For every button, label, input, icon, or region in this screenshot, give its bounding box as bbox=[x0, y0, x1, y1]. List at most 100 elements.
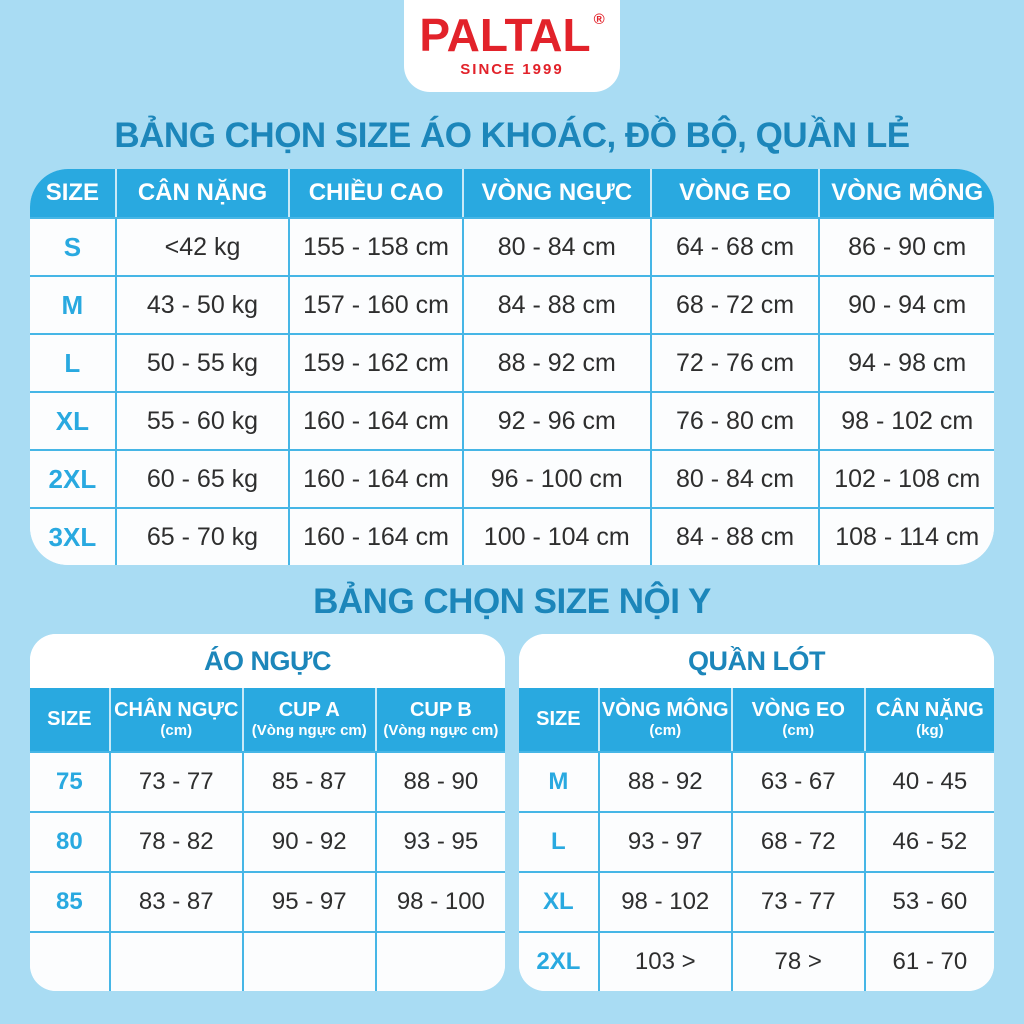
size-cell: S bbox=[30, 217, 117, 275]
column-header: CUP A (Vòng ngực cm) bbox=[243, 688, 377, 751]
size-cell: 3XL bbox=[30, 507, 117, 565]
value-cell: 88 - 92 cm bbox=[463, 333, 652, 391]
value-cell: 84 - 88 cm bbox=[651, 507, 821, 565]
value-cell: 53 - 60 bbox=[865, 871, 994, 931]
value-cell: 83 - 87 bbox=[110, 871, 244, 931]
value-cell: 63 - 67 bbox=[732, 751, 866, 811]
value-cell: 76 - 80 cm bbox=[651, 391, 821, 449]
value-cell: 43 - 50 kg bbox=[116, 275, 291, 333]
value-cell: 94 - 98 cm bbox=[820, 333, 994, 391]
panty-table-title: QUẦN LÓT bbox=[519, 634, 994, 688]
value-cell: <42 kg bbox=[116, 217, 291, 275]
column-header: SIZE bbox=[30, 169, 117, 217]
table-row bbox=[30, 931, 505, 991]
value-cell: 68 - 72 cm bbox=[651, 275, 821, 333]
table-row: 85 83 - 87 95 - 97 98 - 100 bbox=[30, 871, 505, 931]
table-row: 80 78 - 82 90 - 92 93 - 95 bbox=[30, 811, 505, 871]
size-cell: M bbox=[30, 275, 117, 333]
value-cell: 102 - 108 cm bbox=[820, 449, 994, 507]
value-cell: 64 - 68 cm bbox=[651, 217, 821, 275]
value-cell: 98 - 100 bbox=[376, 871, 505, 931]
value-cell: 98 - 102 cm bbox=[820, 391, 994, 449]
value-cell: 68 - 72 bbox=[732, 811, 866, 871]
table-row: L 50 - 55 kg 159 - 162 cm 88 - 92 cm 72 - 76… bbox=[30, 333, 994, 391]
value-cell: 88 - 92 bbox=[599, 751, 733, 811]
table-header-row: SIZE CHÂN NGỰC (cm) CUP A (Vòng ngực cm) CUP … bbox=[30, 688, 505, 751]
value-cell: 160 - 164 cm bbox=[290, 449, 464, 507]
value-cell: 85 - 87 bbox=[243, 751, 377, 811]
value-cell: 108 - 114 cm bbox=[820, 507, 994, 565]
table-row: M 88 - 92 63 - 67 40 - 45 bbox=[519, 751, 994, 811]
outerwear-size-table-grid: SIZE CÂN NẶNG CHIỀU CAO VÒNG NGỰC VÒNG EO VÒN… bbox=[30, 169, 994, 565]
column-header: CHIỀU CAO bbox=[290, 169, 464, 217]
table-row: L 93 - 97 68 - 72 46 - 52 bbox=[519, 811, 994, 871]
value-cell: 78 > bbox=[732, 931, 866, 991]
brand-tagline: SINCE 1999 bbox=[460, 61, 564, 79]
size-cell: 85 bbox=[30, 871, 111, 931]
table-body: S <42 kg 155 - 158 cm 80 - 84 cm 64 - 68 cm 8… bbox=[30, 217, 994, 565]
value-cell bbox=[376, 931, 505, 991]
bra-size-table: ÁO NGỰC SIZE CHÂN NGỰC (cm) CUP A (Vòng ngực… bbox=[30, 634, 505, 991]
size-cell: XL bbox=[519, 871, 600, 931]
value-cell: 73 - 77 bbox=[732, 871, 866, 931]
column-header: VÒNG NGỰC bbox=[463, 169, 652, 217]
value-cell: 80 - 84 cm bbox=[651, 449, 821, 507]
size-cell bbox=[30, 931, 111, 991]
table-body: 75 73 - 77 85 - 87 88 - 90 80 78 - 82 90 - 92 9… bbox=[30, 751, 505, 991]
value-cell: 155 - 158 cm bbox=[290, 217, 464, 275]
column-header: CÂN NẶNG bbox=[116, 169, 291, 217]
brand-logo: PALTAL ® bbox=[419, 8, 605, 61]
value-cell: 160 - 164 cm bbox=[290, 391, 464, 449]
column-header: CÂN NẶNG (kg) bbox=[865, 688, 994, 751]
brand-logo-card: PALTAL ® SINCE 1999 bbox=[404, 0, 620, 92]
value-cell: 157 - 160 cm bbox=[290, 275, 464, 333]
table-row: S <42 kg 155 - 158 cm 80 - 84 cm 64 - 68 cm 8… bbox=[30, 217, 994, 275]
value-cell: 78 - 82 bbox=[110, 811, 244, 871]
value-cell: 103 > bbox=[599, 931, 733, 991]
underwear-section-title: BẢNG CHỌN SIZE NỘI Y bbox=[313, 582, 711, 621]
table-row: XL 55 - 60 kg 160 - 164 cm 92 - 96 cm 76 - 8… bbox=[30, 391, 994, 449]
brand-name: PALTAL bbox=[419, 8, 591, 61]
value-cell: 90 - 92 bbox=[243, 811, 377, 871]
value-cell: 55 - 60 kg bbox=[116, 391, 291, 449]
column-header: SIZE bbox=[30, 688, 111, 751]
column-header: VÒNG EO bbox=[651, 169, 821, 217]
size-cell: 75 bbox=[30, 751, 111, 811]
table-row: M 43 - 50 kg 157 - 160 cm 84 - 88 cm 68 - 72… bbox=[30, 275, 994, 333]
size-cell: 80 bbox=[30, 811, 111, 871]
table-row: 2XL 103 >78 >61 - 70 bbox=[519, 931, 994, 991]
value-cell: 88 - 90 bbox=[376, 751, 505, 811]
underwear-tables-row: ÁO NGỰC SIZE CHÂN NGỰC (cm) CUP A (Vòng ngực… bbox=[30, 634, 994, 991]
column-header: VÒNG MÔNG (cm) bbox=[599, 688, 733, 751]
size-cell: 2XL bbox=[519, 931, 600, 991]
table-header-row: SIZE VÒNG MÔNG (cm) VÒNG EO (cm) CÂN NẶNG (kg) bbox=[519, 688, 994, 751]
outerwear-section-title: BẢNG CHỌN SIZE ÁO KHOÁC, ĐỒ BỘ, QUẦN LẺ bbox=[114, 116, 910, 155]
value-cell: 60 - 65 kg bbox=[116, 449, 291, 507]
table-header-row: SIZE CÂN NẶNG CHIỀU CAO VÒNG NGỰC VÒNG EO VÒN… bbox=[30, 169, 994, 217]
value-cell: 93 - 95 bbox=[376, 811, 505, 871]
value-cell: 61 - 70 bbox=[865, 931, 994, 991]
table-row: XL 98 - 102 73 - 77 53 - 60 bbox=[519, 871, 994, 931]
size-cell: M bbox=[519, 751, 600, 811]
value-cell bbox=[110, 931, 244, 991]
panty-size-table: QUẦN LÓT SIZE VÒNG MÔNG (cm) VÒNG EO (cm) CÂN… bbox=[519, 634, 994, 991]
column-header: CHÂN NGỰC (cm) bbox=[110, 688, 244, 751]
size-cell: XL bbox=[30, 391, 117, 449]
value-cell: 95 - 97 bbox=[243, 871, 377, 931]
column-header: VÒNG EO (cm) bbox=[732, 688, 866, 751]
table-row: 2XL 60 - 65 kg 160 - 164 cm 96 - 100 cm 80 -… bbox=[30, 449, 994, 507]
panty-size-table-grid: SIZE VÒNG MÔNG (cm) VÒNG EO (cm) CÂN NẶNG (kg)… bbox=[519, 688, 994, 991]
value-cell: 50 - 55 kg bbox=[116, 333, 291, 391]
column-header: CUP B (Vòng ngực cm) bbox=[376, 688, 505, 751]
value-cell: 96 - 100 cm bbox=[463, 449, 652, 507]
size-cell: 2XL bbox=[30, 449, 117, 507]
value-cell: 84 - 88 cm bbox=[463, 275, 652, 333]
table-row: 75 73 - 77 85 - 87 88 - 90 bbox=[30, 751, 505, 811]
value-cell: 90 - 94 cm bbox=[820, 275, 994, 333]
value-cell: 73 - 77 bbox=[110, 751, 244, 811]
registered-trademark-icon: ® bbox=[593, 10, 605, 28]
value-cell bbox=[243, 931, 377, 991]
value-cell: 80 - 84 cm bbox=[463, 217, 652, 275]
column-header: VÒNG MÔNG bbox=[820, 169, 994, 217]
value-cell: 65 - 70 kg bbox=[116, 507, 291, 565]
